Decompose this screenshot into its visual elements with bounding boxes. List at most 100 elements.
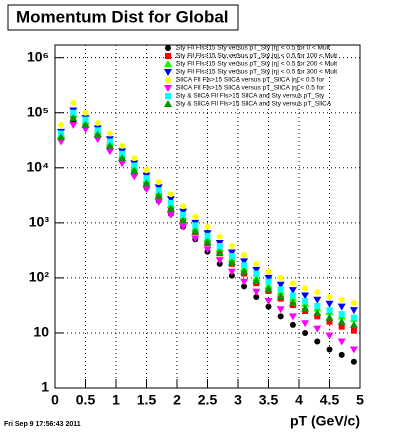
y-tick-label: 10² — [29, 269, 50, 285]
legend-label: Sty Fll Fls>15 Sty versus pT_Sty |η| < 0… — [176, 53, 337, 60]
data-point — [155, 179, 162, 186]
data-point — [179, 216, 188, 224]
data-point — [337, 303, 346, 311]
data-point — [253, 270, 260, 277]
data-point — [106, 130, 113, 137]
data-point — [276, 281, 285, 289]
data-point — [180, 211, 187, 218]
data-point — [288, 313, 297, 321]
data-point — [302, 298, 309, 305]
y-tick-label: 1 — [41, 379, 49, 395]
x-axis-label: pT (GeV/c) — [290, 413, 360, 429]
data-point — [326, 307, 333, 314]
x-tick-label: 3 — [234, 392, 242, 408]
data-point — [313, 325, 322, 333]
y-tick-label: 10⁵ — [27, 103, 49, 119]
data-point — [154, 198, 163, 206]
data-point — [289, 321, 296, 328]
legend-marker — [165, 45, 171, 51]
y-tick-label: 10⁴ — [27, 158, 50, 174]
data-point — [191, 227, 200, 235]
data-point — [227, 258, 236, 266]
data-point — [265, 268, 272, 275]
data-point — [227, 268, 236, 276]
x-tick-label: 0.5 — [76, 392, 96, 408]
data-point — [241, 252, 248, 259]
legend-marker — [165, 77, 171, 83]
data-point — [93, 136, 102, 144]
data-point — [338, 311, 345, 318]
data-point — [337, 317, 346, 325]
data-point — [301, 292, 310, 300]
legend-label: Sty & SllCA Fll Fls>15 SllCA and Sty ver… — [176, 93, 325, 100]
data-point — [94, 127, 101, 134]
data-point — [264, 298, 273, 306]
legend-label: Sty & SllCA Fll Fls>15 SllCA and Sty ver… — [176, 101, 332, 108]
data-point — [57, 138, 66, 146]
data-point — [119, 150, 126, 157]
data-point — [143, 167, 150, 174]
data-point — [142, 179, 151, 187]
data-point — [192, 222, 199, 229]
data-point — [338, 296, 345, 303]
data-point — [350, 299, 357, 306]
data-point — [325, 313, 334, 321]
data-point — [131, 155, 138, 162]
data-point — [338, 323, 345, 330]
data-point — [350, 327, 357, 334]
data-point — [241, 283, 248, 290]
data-point — [105, 148, 114, 156]
y-tick-label: 10⁶ — [27, 48, 49, 64]
legend-marker — [164, 69, 172, 76]
data-point — [118, 160, 127, 168]
data-point — [349, 320, 358, 328]
y-tick-label: 10 — [33, 324, 49, 340]
data-point — [253, 260, 260, 267]
legend-label: SllCA Fll Fls>15 SllCA versus pT_SllCA |… — [176, 85, 325, 92]
data-point — [82, 116, 89, 123]
data-point — [166, 196, 175, 204]
data-point — [215, 257, 224, 265]
data-point — [264, 281, 273, 289]
data-point — [216, 233, 223, 240]
data-point — [191, 235, 200, 243]
legend-marker — [164, 100, 172, 107]
data-point — [58, 121, 65, 128]
data-point — [93, 130, 102, 138]
x-tick-label: 3.5 — [259, 392, 279, 408]
data-point — [70, 109, 77, 116]
data-point — [69, 114, 78, 122]
footer: Fri Sep 9 17:56:43 2011 — [4, 421, 81, 428]
data-point — [118, 154, 127, 162]
data-point — [276, 292, 285, 300]
legend-label: Sty Fll Fls>15 Sty versus pT_Sty |η| < 0… — [176, 61, 337, 68]
data-point — [82, 109, 89, 116]
title-box — [7, 4, 239, 31]
data-point — [252, 276, 261, 284]
x-tick-label: 2.5 — [198, 392, 218, 408]
data-point — [179, 223, 188, 231]
data-point — [241, 262, 248, 269]
data-point — [265, 278, 272, 285]
data-point — [277, 286, 284, 293]
data-point — [349, 346, 358, 354]
data-point — [130, 166, 139, 174]
data-point — [142, 186, 151, 194]
data-point — [314, 338, 321, 345]
data-point — [203, 246, 212, 254]
data-point — [337, 338, 346, 346]
legend-marker — [164, 60, 172, 67]
data-point — [167, 199, 174, 206]
data-point — [276, 306, 285, 314]
data-point — [240, 278, 249, 286]
data-point — [264, 274, 273, 282]
legend-label: SllCA Fll Fls>15 SllCA versus pT_SllCA |… — [176, 77, 325, 84]
data-point — [227, 249, 236, 257]
data-point — [350, 358, 357, 365]
data-point — [119, 142, 126, 149]
data-point — [216, 242, 223, 249]
data-point — [277, 274, 284, 281]
data-point — [228, 242, 235, 249]
